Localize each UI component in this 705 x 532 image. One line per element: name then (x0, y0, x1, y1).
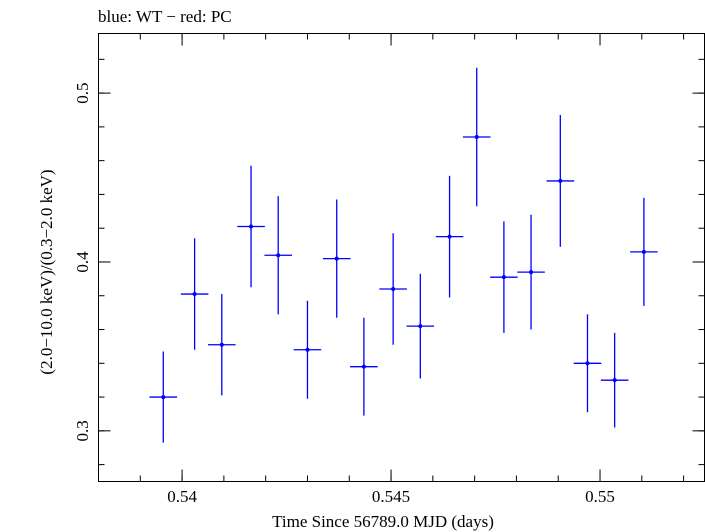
x-axis-ticks: 0.54 0.545 0.55 (98, 33, 685, 506)
data-point (149, 351, 178, 443)
point-marker (391, 286, 396, 291)
y-axis-label: (2.0−10.0 keV)/(0.3−2.0 keV) (37, 169, 56, 374)
plot-frame (98, 33, 705, 482)
data-point (379, 233, 407, 345)
y-axis-ticks: 0.3 0.4 0.5 (73, 58, 705, 466)
point-marker (276, 253, 281, 258)
point-marker (612, 378, 617, 383)
data-point (462, 67, 491, 207)
data-point (264, 196, 293, 315)
point-marker (305, 347, 310, 352)
data-series (149, 67, 658, 443)
y-tick-label: 0.5 (73, 82, 92, 103)
point-marker (249, 224, 254, 229)
data-point (573, 314, 602, 413)
x-tick-label: 0.55 (585, 487, 615, 506)
data-point (600, 332, 629, 428)
data-point (207, 294, 236, 396)
data-point (180, 238, 209, 350)
x-tick-label: 0.54 (167, 487, 197, 506)
x-axis-label: Time Since 56789.0 MJD (days) (272, 512, 494, 531)
y-tick-label: 0.4 (73, 251, 92, 273)
data-point (322, 199, 351, 318)
data-point (237, 165, 265, 288)
point-marker (501, 275, 506, 280)
point-marker (361, 364, 366, 369)
point-marker (641, 249, 646, 254)
data-point (406, 273, 435, 379)
point-marker (334, 256, 339, 261)
data-point (630, 197, 658, 306)
point-marker (418, 324, 423, 329)
data-point (350, 317, 378, 416)
data-point (293, 300, 322, 399)
data-point (435, 175, 464, 298)
point-marker (447, 234, 452, 239)
point-marker (219, 342, 224, 347)
point-marker (585, 361, 590, 366)
point-marker (529, 270, 534, 275)
point-marker (192, 292, 197, 297)
data-point (546, 115, 575, 247)
x-tick-label: 0.545 (372, 487, 410, 506)
data-point (490, 221, 518, 333)
data-point (517, 214, 545, 330)
point-marker (474, 135, 479, 140)
point-marker (161, 395, 166, 400)
point-marker (558, 178, 563, 183)
y-tick-label: 0.3 (73, 420, 92, 441)
chart-title: blue: WT − red: PC (98, 7, 232, 26)
